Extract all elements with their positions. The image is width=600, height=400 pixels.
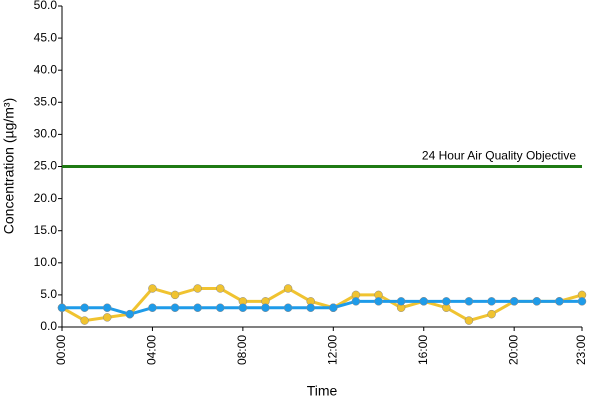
x-tick-label: 20:00 <box>506 335 520 365</box>
point <box>57 303 67 312</box>
point <box>532 297 542 306</box>
point <box>396 297 406 306</box>
point <box>261 303 270 312</box>
point <box>464 297 474 306</box>
y-tick-label: 5.0 <box>40 287 57 301</box>
point <box>193 284 202 293</box>
y-tick-label: 0.0 <box>40 319 57 333</box>
point <box>487 297 496 306</box>
point <box>216 284 225 293</box>
y-tick-label: 35.0 <box>34 94 58 108</box>
point <box>509 297 519 306</box>
point <box>193 303 202 312</box>
y-tick-label: 25.0 <box>34 159 58 173</box>
point <box>464 316 474 325</box>
y-tick-label: 50.0 <box>34 0 58 12</box>
point <box>351 297 361 306</box>
x-tick-label: 16:00 <box>416 335 430 365</box>
point <box>442 297 451 306</box>
x-tick-label: 12:00 <box>325 335 339 365</box>
y-tick-label: 20.0 <box>34 191 58 205</box>
y-axis-title: Concentration (µg/m³) <box>1 98 17 234</box>
y-tick-label: 45.0 <box>34 30 58 44</box>
point <box>80 316 89 325</box>
y-tick-label: 15.0 <box>34 223 58 237</box>
x-axis-title: Time <box>307 383 338 399</box>
y-tick-label: 10.0 <box>34 255 58 269</box>
point <box>283 284 293 293</box>
point <box>487 309 496 319</box>
x-tick-label: 23:00 <box>574 335 588 365</box>
point <box>555 297 564 306</box>
point <box>148 303 157 312</box>
point <box>419 297 428 306</box>
point <box>170 290 180 300</box>
x-tick-label: 04:00 <box>145 335 159 365</box>
y-tick-label: 30.0 <box>34 127 58 141</box>
series-line <box>61 286 583 323</box>
point <box>329 303 338 312</box>
point <box>170 303 180 312</box>
point <box>374 297 383 306</box>
point <box>80 303 89 312</box>
point <box>306 303 315 312</box>
y-tick-label: 40.0 <box>34 62 58 76</box>
point <box>238 303 248 312</box>
point <box>102 303 112 312</box>
point <box>148 284 157 293</box>
point <box>216 303 225 312</box>
x-tick-label: 08:00 <box>235 335 249 365</box>
x-tick-label: 00:00 <box>54 335 68 365</box>
point <box>125 309 135 319</box>
point <box>102 313 112 322</box>
reference-label: 24 Hour Air Quality Objective <box>422 149 576 163</box>
point <box>283 303 293 312</box>
point <box>577 297 587 306</box>
